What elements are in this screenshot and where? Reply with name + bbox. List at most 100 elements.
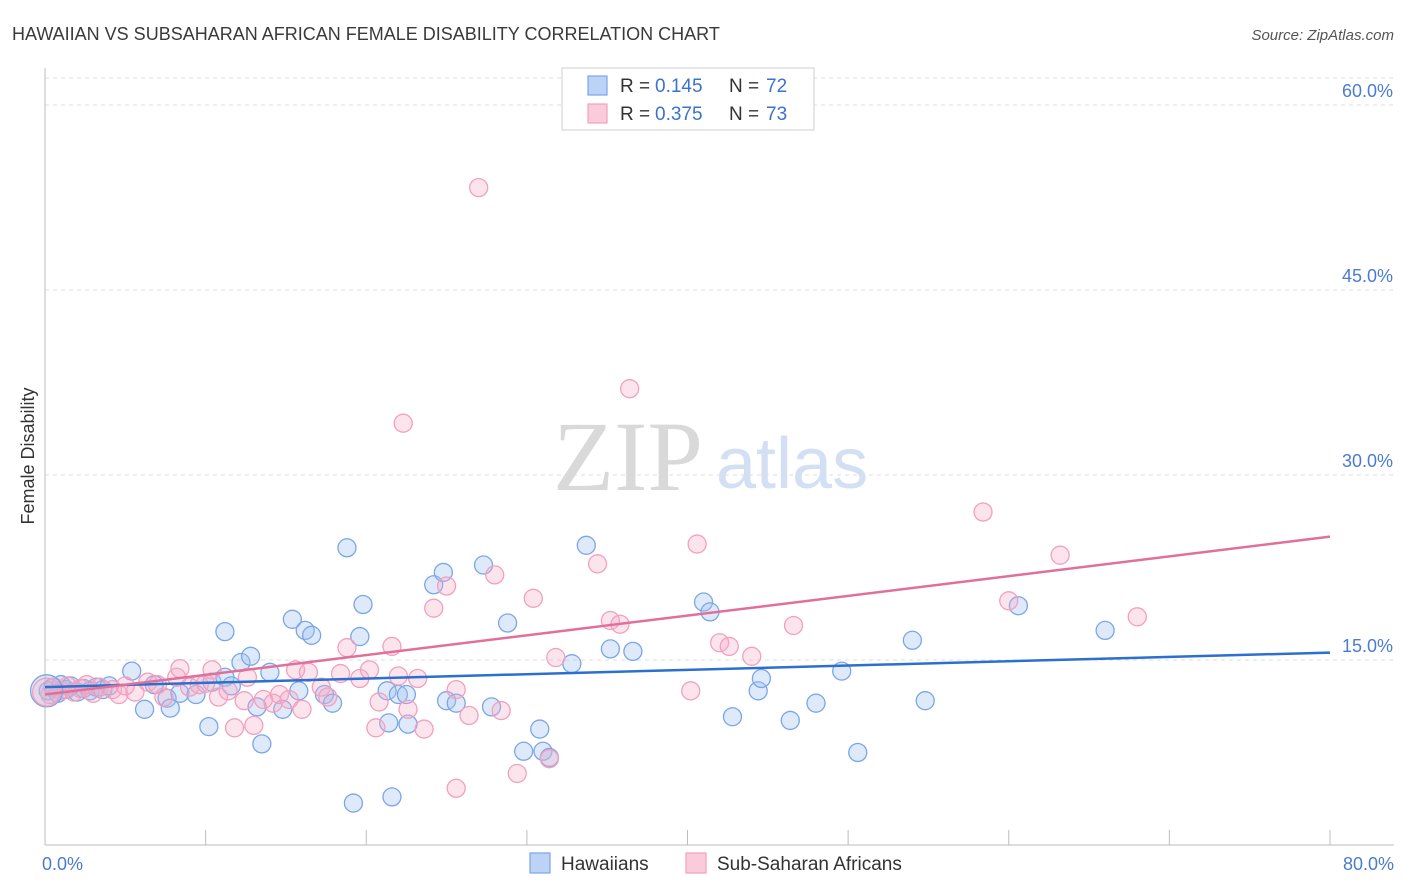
point-subsaharan-34 [298,662,319,682]
point-subsaharan-47 [414,719,434,739]
stats-n-label-2: N = [729,104,759,125]
x-tick-label-0: 0.0% [42,854,83,874]
point-hawaiians-37 [350,626,370,647]
point-hawaiians-52 [497,613,518,633]
point-subsaharan-68 [719,636,739,657]
y-tick-labels: 15.0% 30.0% 45.0% 60.0% [1342,81,1393,656]
point-subsaharan-36 [318,687,338,707]
point-subsaharan-64 [620,379,640,399]
point-hawaiians-49 [446,693,466,713]
point-hawaiians-27 [252,734,272,754]
stats-n-value-2: 73 [766,104,787,125]
point-subsaharan-35 [311,677,331,697]
gridlines [45,77,1394,661]
point-hawaiians-42 [382,787,402,807]
point-subsaharan-42 [369,692,389,712]
point-hawaiians-63 [722,707,743,727]
point-subsaharan-15 [154,687,174,707]
point-hawaiians-53 [514,741,534,761]
point-subsaharan-71 [973,502,993,522]
point-subsaharan-48 [424,598,444,618]
point-hawaiians-70 [902,630,923,650]
point-subsaharan-53 [469,177,489,198]
point-subsaharan-61 [587,554,608,574]
point-hawaiians-40 [377,681,397,701]
stats-n-label-1: N = [729,76,759,97]
legend-swatch-subsaharan [685,852,707,874]
point-subsaharan-60 [393,413,413,433]
point-hawaiians-57 [562,654,582,674]
x-tick-marks [205,830,1331,845]
point-hawaiians-54 [530,719,550,739]
point-subsaharan-69 [742,646,762,666]
point-subsaharan-22 [208,687,229,707]
point-subsaharan-40 [359,660,380,680]
point-subsaharan-66 [687,534,707,554]
trend-line-hawaiians [44,651,1331,689]
point-hawaiians-38 [353,594,373,615]
point-hawaiians-44 [396,684,417,705]
point-subsaharan-25 [234,691,254,711]
watermark: ZIP atlas [553,401,868,512]
point-hawaiians-20 [199,716,219,737]
point-subsaharan-50 [446,679,466,700]
point-subsaharan-27 [244,715,264,736]
point-hawaiians-73 [1095,620,1115,641]
point-subsaharan-57 [523,588,543,608]
point-hawaiians-61 [693,592,714,612]
y-axis-label: Female Disability [18,387,38,524]
point-hawaiians-13 [134,699,155,719]
point-subsaharan-59 [546,647,566,668]
point-hawaiians-36 [337,538,357,558]
point-hawaiians-64 [748,681,768,701]
y-tick-label-3: 60.0% [1342,81,1393,101]
stats-r-value-2: 0.375 [655,104,703,125]
point-subsaharan-73 [1050,545,1070,565]
point-subsaharan-49 [436,576,457,596]
point-subsaharan-52 [459,705,479,726]
point-hawaiians-22 [215,621,235,642]
stats-r-label-2: R = [620,104,650,125]
point-hawaiians-72 [1008,596,1029,616]
point-hawaiians-59 [600,639,621,659]
point-subsaharan-31 [279,689,299,710]
y-tick-label-1: 30.0% [1342,451,1393,471]
legend-label-subsaharan: Sub-Saharan Africans [717,854,902,875]
data-points [29,177,1147,813]
point-hawaiians-25 [240,646,261,666]
point-subsaharan-55 [491,700,511,721]
watermark-atlas: atlas [716,424,868,504]
point-hawaiians-16 [160,698,180,718]
point-hawaiians-65 [751,668,772,689]
point-subsaharan-74 [1127,607,1147,627]
y-tick-label-2: 45.0% [1342,266,1393,286]
point-subsaharan-51 [446,778,466,798]
point-subsaharan-70 [783,615,804,636]
x-tick-label-1: 80.0% [1343,854,1394,874]
stats-r-value-1: 0.145 [655,76,703,97]
point-subsaharan-54 [485,565,505,585]
point-subsaharan-67 [709,633,730,653]
point-hawaiians-58 [576,535,596,555]
point-hawaiians-51 [481,697,502,717]
point-hawaiians-cluster [29,674,64,708]
point-hawaiians-39 [343,793,364,813]
stats-swatch-hawaiians [587,75,608,96]
point-hawaiians-60 [623,641,643,662]
point-subsaharan-38 [337,638,357,658]
stats-swatch-subsaharan [587,103,608,124]
point-subsaharan-56 [507,763,527,784]
stats-n-value-1: 72 [766,76,787,97]
point-subsaharan-24 [224,718,245,738]
point-hawaiians-30 [282,609,303,629]
point-hawaiians-69 [848,742,868,763]
y-tick-label-0: 15.0% [1342,636,1393,656]
point-subsaharan-65 [681,681,701,701]
point-hawaiians-29 [273,699,293,719]
legend-swatch-hawaiians [529,852,551,874]
point-subsaharan-58 [539,749,560,769]
trend-lines [44,535,1331,696]
point-subsaharan-41 [366,718,386,738]
point-subsaharan-21 [202,660,222,680]
